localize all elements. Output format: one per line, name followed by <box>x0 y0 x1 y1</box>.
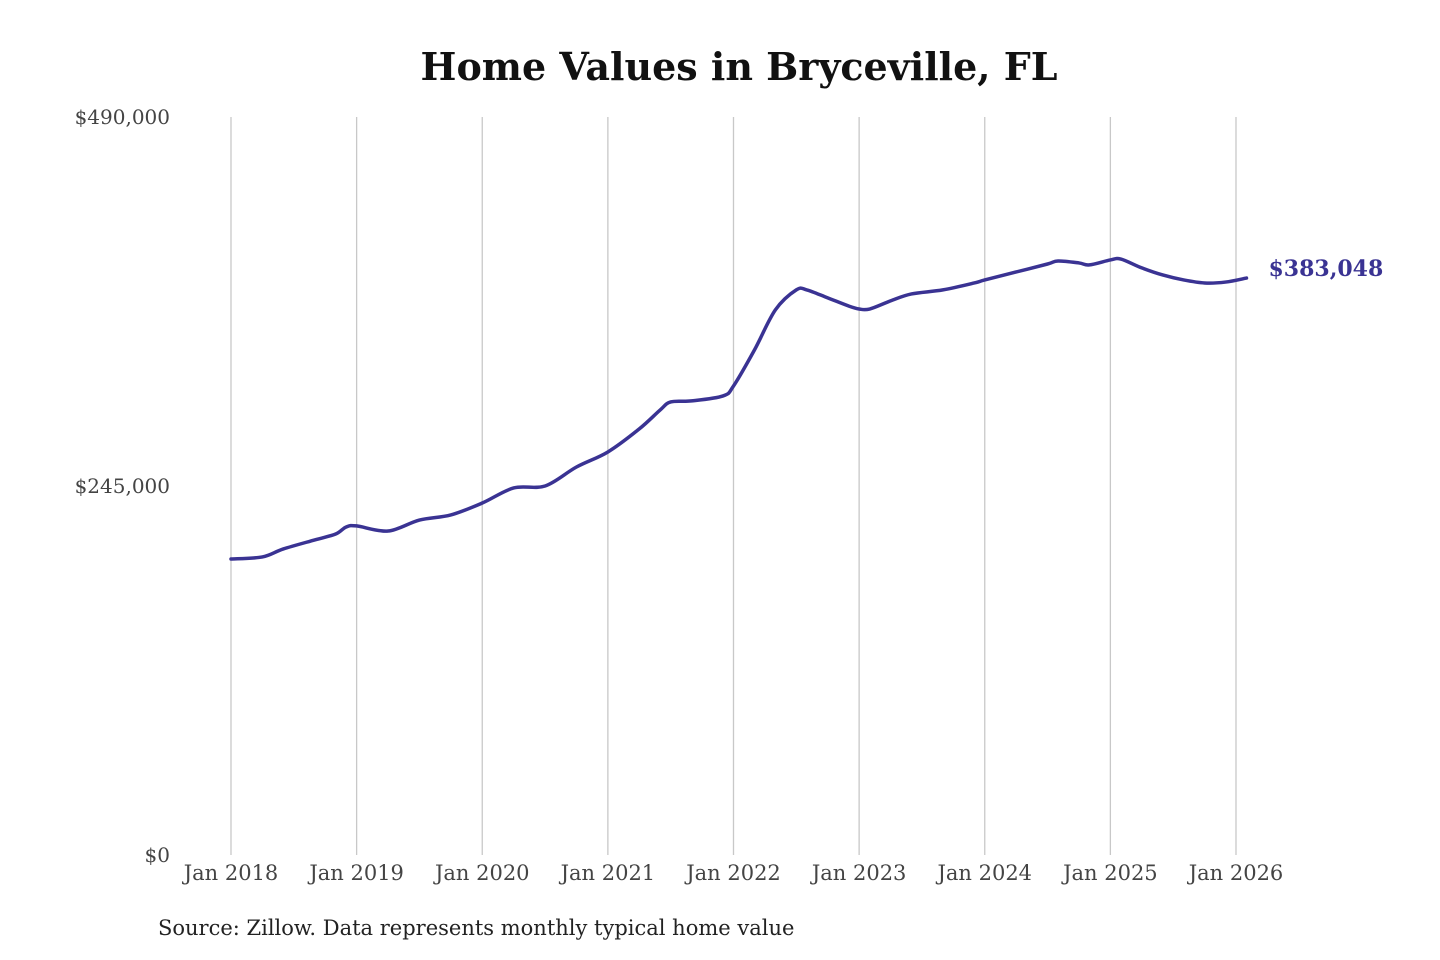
x-tick-label: Jan 2018 <box>182 861 279 885</box>
chart-title: Home Values in Bryceville, FL <box>420 44 1058 89</box>
source-note: Source: Zillow. Data represents monthly … <box>158 916 795 940</box>
series-line <box>229 256 1249 561</box>
x-tick-label: Jan 2025 <box>1061 861 1158 885</box>
y-tick-label: $0 <box>145 843 170 867</box>
x-tick-label: Jan 2022 <box>684 861 781 885</box>
x-tick-label: Jan 2023 <box>810 861 907 885</box>
end-value-label: $383,048 <box>1268 256 1383 282</box>
x-tick-label: Jan 2026 <box>1187 861 1284 885</box>
y-tick-label: $245,000 <box>75 474 170 498</box>
y-tick-label: $490,000 <box>75 105 170 129</box>
x-tick-label: Jan 2021 <box>559 861 656 885</box>
x-tick-label: Jan 2020 <box>433 861 530 885</box>
x-tick-label: Jan 2019 <box>307 861 404 885</box>
x-tick-label: Jan 2024 <box>935 861 1032 885</box>
